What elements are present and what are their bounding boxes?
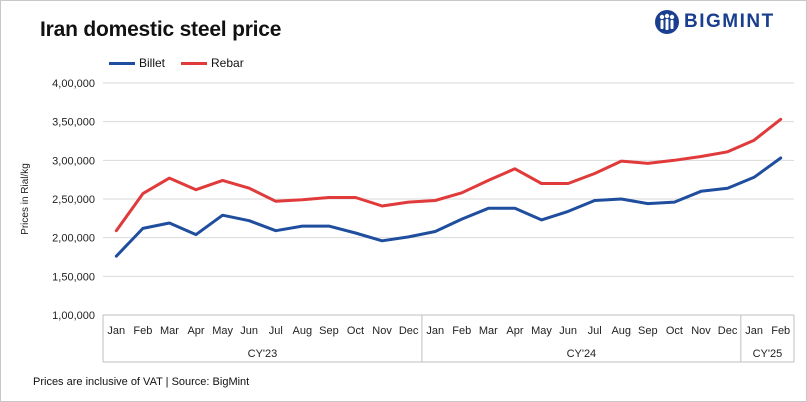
y-tick-label: 1,00,000 (52, 310, 95, 322)
legend-label-billet: Billet (139, 56, 166, 70)
chart-legend: Billet Rebar (109, 56, 260, 70)
x-tick-label: Aug (293, 325, 313, 337)
x-tick-label: Nov (691, 325, 711, 337)
source-note: Prices are inclusive of VAT | Source: Bi… (33, 376, 250, 388)
legend-swatch-billet (109, 61, 135, 65)
x-group-label: CY'23 (248, 348, 278, 360)
legend-item-billet: Billet (109, 56, 165, 70)
x-group-label: CY'25 (753, 348, 783, 360)
y-axis-label: Prices in Rial/kg (20, 163, 31, 235)
x-tick-label: Jun (559, 325, 577, 337)
x-tick-label: Oct (347, 325, 364, 337)
x-tick-label: Sep (638, 325, 658, 337)
x-tick-label: Feb (771, 325, 790, 337)
x-tick-label: Feb (452, 325, 471, 337)
x-tick-label: Mar (160, 325, 179, 337)
x-tick-label: Jan (745, 325, 763, 337)
bigmint-logo-icon (655, 10, 679, 34)
chart-title: Iran domestic steel price (40, 18, 282, 41)
series-line-rebar (114, 117, 783, 233)
x-tick-label: Feb (133, 325, 152, 337)
x-tick-label: Jan (426, 325, 444, 337)
x-tick-label: Dec (399, 325, 419, 337)
brand-name: BIGMINT (684, 11, 775, 32)
x-tick-label: Jul (269, 325, 283, 337)
x-tick-label: Mar (479, 325, 498, 337)
y-tick-label: 2,50,000 (52, 194, 95, 206)
x-tick-label: Sep (319, 325, 339, 337)
x-tick-label: Apr (187, 325, 204, 337)
x-tick-label: Oct (666, 325, 683, 337)
x-tick-label: May (531, 325, 552, 337)
x-tick-label: Apr (506, 325, 523, 337)
legend-swatch-rebar (181, 61, 208, 65)
y-tick-label: 2,00,000 (52, 233, 95, 245)
x-tick-label: May (212, 325, 233, 337)
legend-label-rebar: Rebar (211, 56, 244, 70)
x-tick-label: Aug (611, 325, 631, 337)
y-tick-label: 3,50,000 (52, 117, 95, 129)
x-group-label: CY'24 (567, 348, 597, 360)
x-tick-label: Dec (718, 325, 738, 337)
x-tick-label: Jul (588, 325, 602, 337)
series-line-billet (114, 156, 783, 258)
x-tick-label: Jun (240, 325, 258, 337)
brand-logo: BIGMINT (654, 8, 775, 36)
legend-item-rebar: Rebar (181, 56, 244, 70)
y-tick-label: 1,50,000 (52, 271, 95, 283)
x-tick-label: Nov (372, 325, 392, 337)
x-tick-label: Jan (107, 325, 125, 337)
y-tick-label: 3,00,000 (52, 155, 95, 167)
y-tick-label: 4,00,000 (52, 78, 95, 90)
